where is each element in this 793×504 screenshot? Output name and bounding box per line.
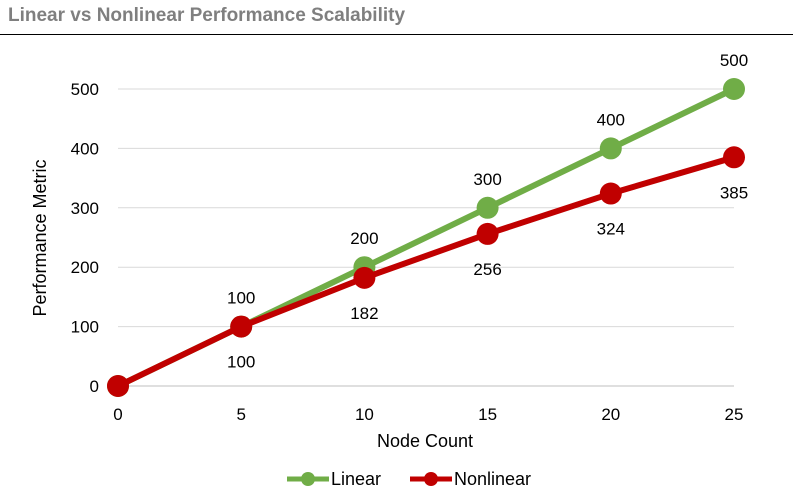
y-tick-label: 300	[71, 199, 99, 218]
gridlines	[118, 88, 734, 328]
data-label-nonlinear: 100	[227, 353, 255, 372]
data-label-nonlinear: 182	[350, 304, 378, 323]
y-tick-label: 100	[71, 318, 99, 337]
legend-marker-nonlinear	[424, 472, 438, 486]
x-tick-label: 0	[113, 405, 122, 424]
data-label-linear: 100	[227, 289, 255, 308]
data-label-linear: 200	[350, 229, 378, 248]
title-divider	[0, 34, 793, 35]
x-tick-label: 5	[236, 405, 245, 424]
data-point-linear[interactable]	[599, 137, 622, 160]
y-tick-label: 0	[90, 377, 99, 396]
data-point-linear[interactable]	[723, 78, 745, 100]
series-line-nonlinear	[116, 154, 735, 389]
y-axis-title: Performance Metric	[30, 159, 50, 316]
x-tick-label: 20	[601, 405, 620, 424]
legend-item-nonlinear[interactable]: Nonlinear	[408, 464, 531, 494]
data-point-linear[interactable]	[476, 196, 499, 219]
data-labels: 100 200 300 400 500 100 182 256 324 385	[227, 51, 748, 372]
x-tick-label: 10	[355, 405, 374, 424]
data-point-nonlinear[interactable]	[723, 146, 745, 169]
legend: Linear Nonlinear	[0, 464, 793, 494]
legend-label-nonlinear: Nonlinear	[454, 468, 532, 489]
legend-item-linear[interactable]: Linear	[285, 464, 381, 494]
x-tick-label: 25	[725, 405, 744, 424]
data-point-nonlinear[interactable]	[230, 315, 253, 338]
data-label-nonlinear: 256	[473, 260, 501, 279]
x-tick-label: 15	[478, 405, 497, 424]
data-point-nonlinear[interactable]	[107, 375, 129, 397]
data-label-linear: 500	[720, 51, 748, 70]
series-layer	[107, 78, 745, 397]
data-point-nonlinear[interactable]	[353, 266, 376, 289]
y-tick-label: 500	[71, 80, 99, 99]
legend-swatch-linear	[287, 472, 329, 486]
axes: 0 100 200 300 400 500 0 5 10 15 20 25	[71, 80, 744, 424]
legend-label-linear: Linear	[331, 468, 382, 489]
data-label-linear: 400	[597, 110, 625, 129]
data-point-nonlinear[interactable]	[476, 222, 499, 245]
x-axis-title: Node Count	[377, 431, 473, 451]
data-label-nonlinear: 324	[597, 220, 625, 239]
data-label-linear: 300	[473, 170, 501, 189]
y-tick-label: 200	[71, 258, 99, 277]
y-tick-label: 400	[71, 139, 99, 158]
data-point-nonlinear[interactable]	[599, 182, 622, 205]
page-title: Linear vs Nonlinear Performance Scalabil…	[8, 5, 406, 26]
legend-swatch-nonlinear	[410, 472, 452, 486]
data-label-nonlinear: 385	[720, 183, 748, 202]
legend-marker-linear	[301, 472, 315, 486]
